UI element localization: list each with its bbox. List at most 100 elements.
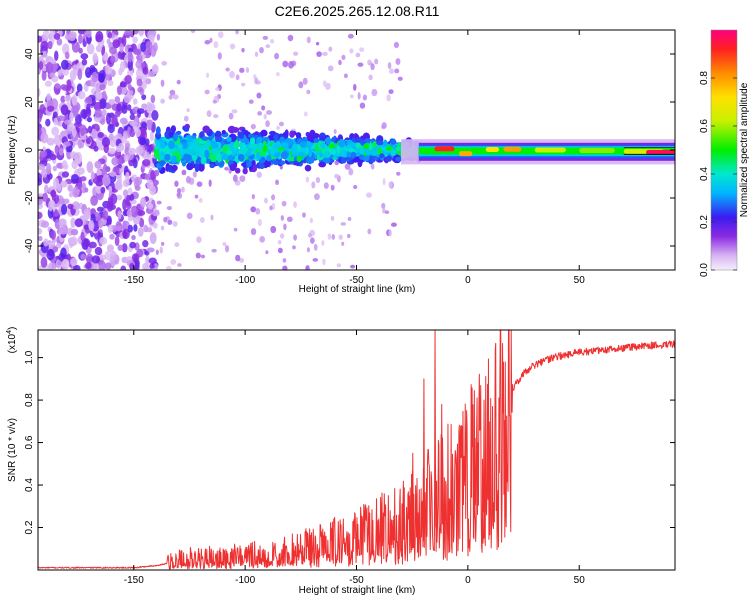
faint-cell bbox=[185, 176, 191, 184]
snr-y-scale-close: ) bbox=[7, 327, 18, 330]
noise-cell bbox=[130, 205, 139, 218]
faint-cell bbox=[314, 193, 320, 201]
faint-cell bbox=[280, 215, 284, 221]
faint-cell bbox=[166, 205, 173, 211]
noise-cell bbox=[93, 145, 99, 152]
noise-cell bbox=[127, 224, 133, 233]
faint-cell bbox=[274, 52, 280, 60]
noise-cell bbox=[99, 84, 106, 91]
faint-cell bbox=[357, 92, 361, 100]
faint-cell bbox=[200, 216, 205, 224]
noise-cell bbox=[120, 265, 127, 270]
x-tick-label: -50 bbox=[349, 275, 364, 286]
scatter-cell bbox=[330, 148, 336, 155]
faint-cell bbox=[340, 222, 347, 226]
noise-cell bbox=[74, 218, 83, 228]
faint-cell bbox=[308, 233, 312, 238]
faint-cell bbox=[293, 234, 298, 241]
faint-cell bbox=[347, 33, 354, 39]
noise-cell bbox=[66, 145, 73, 153]
scatter-cell bbox=[269, 130, 277, 136]
noise-cell bbox=[47, 105, 55, 112]
scatter-cell bbox=[239, 131, 245, 139]
noise-cell bbox=[59, 225, 68, 235]
noise-cell bbox=[40, 256, 48, 268]
faint-cell bbox=[239, 175, 246, 182]
faint-cell bbox=[368, 74, 373, 81]
scatter-cell bbox=[177, 143, 183, 149]
faint-cell bbox=[254, 51, 259, 57]
faint-cell bbox=[381, 202, 386, 209]
noise-cell bbox=[56, 242, 62, 249]
noise-cell bbox=[73, 121, 83, 128]
noise-cell bbox=[40, 40, 49, 52]
noise-cell bbox=[117, 210, 122, 220]
faint-cell bbox=[315, 41, 320, 46]
noise-cell bbox=[94, 108, 103, 118]
colorbar-tick-label: 0.4 bbox=[699, 167, 710, 181]
faint-cell bbox=[387, 62, 392, 70]
scatter-cell bbox=[346, 144, 352, 150]
scatter-cell bbox=[270, 147, 275, 155]
noise-cell bbox=[115, 225, 123, 231]
noise-cell bbox=[129, 241, 137, 249]
faint-cell bbox=[374, 58, 379, 65]
faint-cell bbox=[393, 41, 399, 49]
faint-cell bbox=[359, 102, 366, 109]
scatter-cell bbox=[323, 157, 331, 164]
faint-cell bbox=[397, 76, 403, 81]
noise-cell bbox=[135, 146, 144, 155]
noise-cell bbox=[68, 33, 76, 42]
noise-cell bbox=[71, 94, 78, 106]
scatter-cell bbox=[211, 142, 219, 149]
faint-cell bbox=[160, 79, 165, 87]
faint-cell bbox=[366, 192, 372, 198]
faint-cell bbox=[245, 67, 250, 73]
noise-cell bbox=[127, 89, 134, 96]
faint-cell bbox=[322, 51, 328, 57]
scatter-cell bbox=[239, 148, 247, 155]
scatter-cell bbox=[385, 146, 394, 151]
scatter-cell bbox=[329, 144, 336, 149]
noise-cell bbox=[147, 71, 156, 78]
faint-cell bbox=[333, 129, 337, 134]
noise-cell bbox=[98, 260, 107, 270]
noise-cell bbox=[61, 68, 70, 76]
hot-segment bbox=[534, 147, 566, 153]
noise-cell bbox=[70, 106, 79, 114]
noise-cell bbox=[67, 237, 76, 243]
faint-cell bbox=[204, 39, 211, 45]
noise-cell bbox=[77, 182, 83, 190]
faint-cell bbox=[174, 242, 180, 247]
noise-cell bbox=[60, 247, 67, 259]
noise-cell bbox=[57, 121, 64, 127]
scatter-cell bbox=[168, 131, 175, 138]
noise-cell bbox=[142, 224, 149, 233]
scatter-cell bbox=[192, 154, 198, 161]
scatter-cell bbox=[260, 129, 268, 137]
hot-segment bbox=[579, 147, 615, 153]
faint-cell bbox=[348, 168, 354, 176]
x-tick-label: 0 bbox=[465, 575, 471, 586]
scatter-cell bbox=[227, 155, 233, 162]
faint-cell bbox=[270, 225, 277, 234]
noise-cell bbox=[86, 161, 94, 173]
noise-cell bbox=[124, 30, 132, 36]
noise-cell bbox=[119, 43, 124, 53]
x-tick-label: -50 bbox=[349, 575, 364, 586]
y-tick-label: 20 bbox=[24, 96, 35, 108]
noise-cell bbox=[64, 94, 72, 103]
noise-cell bbox=[38, 35, 43, 43]
scatter-cell bbox=[203, 142, 211, 148]
noise-cell bbox=[70, 217, 76, 229]
noise-cell bbox=[95, 34, 103, 43]
hot-segment bbox=[646, 149, 675, 155]
noise-cell bbox=[42, 65, 47, 72]
faint-cell bbox=[190, 30, 196, 34]
noise-cell bbox=[49, 153, 57, 161]
faint-cell bbox=[293, 51, 299, 56]
scatter-cell bbox=[262, 145, 268, 153]
faint-cell bbox=[288, 61, 294, 69]
faint-cell bbox=[196, 236, 202, 244]
noise-cell bbox=[123, 154, 129, 162]
